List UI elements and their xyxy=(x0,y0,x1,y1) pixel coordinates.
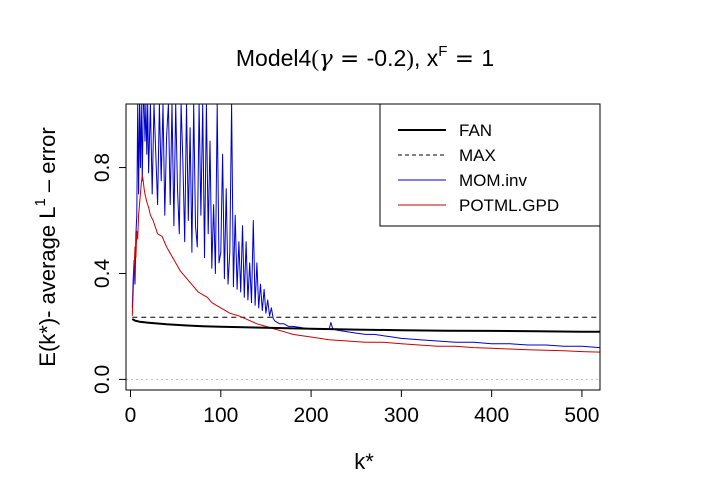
x-tick-label: 0 xyxy=(125,404,137,427)
title-x: x xyxy=(427,45,439,71)
x-tick-label: 300 xyxy=(384,404,419,427)
y-tick-label: 0.4 xyxy=(91,259,114,289)
y-axis-label-suffix: – error xyxy=(35,127,60,198)
title-open-paren: ( xyxy=(311,46,319,71)
x-tick-label: 400 xyxy=(474,404,509,427)
legend-label-mom-inv: MOM.inv xyxy=(459,171,528,190)
title-prefix: Model4 xyxy=(236,45,312,71)
series-line-potml-gpd xyxy=(131,175,600,353)
x-axis: 0 100 200 300 400 500 xyxy=(125,389,599,427)
series-line-fan xyxy=(131,318,600,333)
chart-title: Model4(γ = -0.2), xF = 1 xyxy=(236,43,494,72)
y-tick-label: 0.8 xyxy=(91,153,114,182)
series-line-mom-inv xyxy=(131,104,600,349)
title-sep: , xyxy=(414,45,427,71)
x-axis-label: k* xyxy=(354,449,374,474)
legend-label-fan: FAN xyxy=(459,121,492,140)
title-gamma: γ xyxy=(319,46,333,72)
x-tick-label: 100 xyxy=(203,404,238,427)
legend-label-max: MAX xyxy=(459,146,496,165)
title-x-sup: F xyxy=(438,43,447,60)
y-axis: 0.0 0.4 0.8 xyxy=(91,153,127,394)
x-tick-label: 200 xyxy=(294,404,329,427)
y-axis-label-sup: 1 xyxy=(32,198,49,206)
legend-box xyxy=(379,103,601,227)
title-equals: = xyxy=(333,46,367,72)
y-tick-label: 0.0 xyxy=(91,365,114,394)
y-axis-label: E(k*)- average L1 – error xyxy=(32,127,60,366)
legend-label-potml-gpd: POTML.GPD xyxy=(459,196,559,215)
series-layer xyxy=(131,104,600,353)
legend: FAN MAX MOM.inv POTML.GPD xyxy=(379,103,601,227)
x-tick-label: 500 xyxy=(564,404,599,427)
y-axis-label-main: E(k*)- average L xyxy=(35,207,60,367)
title-gamma-value: -0.2 xyxy=(367,45,407,71)
title-x-equals: = xyxy=(447,46,481,72)
title-x-value: 1 xyxy=(481,45,494,71)
title-close-paren: ) xyxy=(406,46,414,71)
